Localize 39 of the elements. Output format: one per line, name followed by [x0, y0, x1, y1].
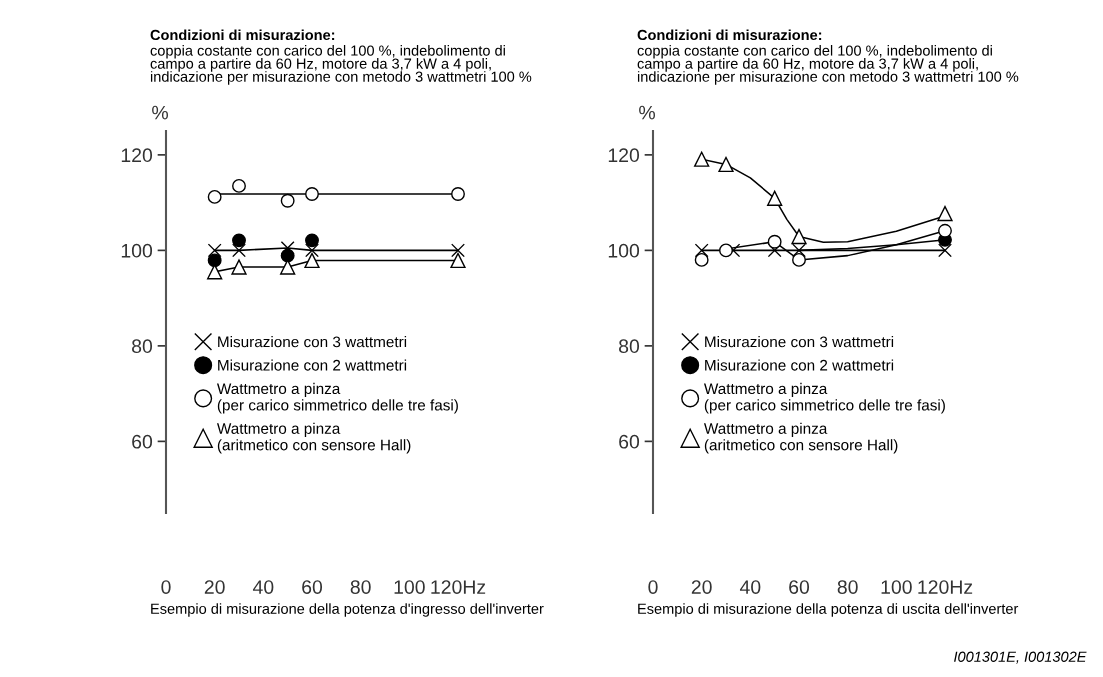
x-tick-label: 60	[302, 580, 323, 594]
legend-label: Wattmetro a pinza (aritmetico con sensore Hall)	[216, 422, 411, 454]
legend-label: Misurazione con 2 wattmetri	[218, 359, 407, 371]
x-tick-label: 100	[394, 580, 425, 594]
y-axis-title: %	[639, 105, 655, 120]
y-tick-label: 60	[132, 434, 153, 449]
x-tick-label: 120Hz	[918, 580, 973, 594]
y-axis-title: %	[152, 105, 168, 120]
legend-label: Misurazione con 3 wattmetri	[218, 336, 407, 348]
legend-label: Wattmetro a pinza (aritmetico con sensore Hall)	[703, 422, 898, 454]
y-tick-label: 120	[121, 148, 153, 163]
x-tick-label: 40	[739, 580, 761, 594]
text: I001301E, I001302E	[954, 651, 1087, 664]
y-tick-label: 80	[619, 339, 640, 354]
y-tick-label: 120	[608, 148, 640, 163]
x-tick-label: 0	[648, 580, 658, 594]
x-tick-label: 120Hz	[431, 580, 486, 594]
y-tick-label: 100	[608, 243, 640, 258]
y-tick-label: 100	[121, 243, 153, 258]
x-tick-label: 100	[881, 580, 912, 594]
legend-label: Wattmetro a pinza (per carico simmetrico delle tre fasi)	[216, 382, 458, 414]
x-tick-label: 80	[837, 580, 858, 594]
chart-subtitle: coppia costante con carico del 100 %, indebolimento di campo a partire da 60 Hz, motore da 3,7 kW a 4 poli, indicazione per misurazione con metodo 3 wattmetri 100 %	[637, 45, 1019, 85]
text: Esempio di misurazione della potenza di uscita dell'inverter	[638, 603, 1019, 617]
x-tick-label: 20	[691, 580, 712, 594]
legend-label: Misurazione con 3 wattmetri	[705, 336, 894, 348]
text: Esempio di misurazione della potenza d'ingresso dell'inverter	[151, 603, 544, 617]
x-tick-label: 0	[161, 580, 171, 594]
y-tick-label: 60	[619, 434, 640, 449]
x-tick-label: 20	[204, 580, 225, 594]
y-tick-label: 80	[132, 339, 153, 354]
legend-label: Wattmetro a pinza (per carico simmetrico delle tre fasi)	[703, 382, 945, 414]
legend-label: Misurazione con 2 wattmetri	[705, 359, 894, 371]
x-tick-label: 80	[350, 580, 371, 594]
x-tick-label: 60	[789, 580, 810, 594]
chart-title: Condizioni di misurazione:	[150, 29, 335, 41]
chart-subtitle: coppia costante con carico del 100 %, indebolimento di campo a partire da 60 Hz, motore da 3,7 kW a 4 poli, indicazione per misurazione con metodo 3 wattmetri 100 %	[150, 45, 532, 85]
x-tick-label: 40	[252, 580, 274, 594]
chart-title: Condizioni di misurazione:	[637, 29, 822, 41]
